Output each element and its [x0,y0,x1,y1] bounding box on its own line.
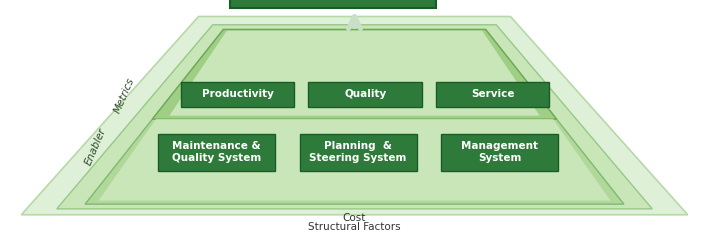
FancyBboxPatch shape [230,0,436,8]
Text: Metrics: Metrics [112,76,136,115]
Text: Productivity: Productivity [201,89,274,99]
Text: Structural Factors: Structural Factors [308,222,401,232]
Polygon shape [21,17,688,215]
Polygon shape [85,30,624,204]
FancyBboxPatch shape [436,82,549,107]
Text: Service: Service [471,89,515,99]
Text: Maintenance &
Quality System: Maintenance & Quality System [172,141,261,163]
FancyBboxPatch shape [299,134,417,170]
Text: Cost: Cost [343,213,366,223]
Text: Quality: Quality [344,89,386,99]
Text: Management
System: Management System [462,141,538,163]
FancyBboxPatch shape [308,82,422,107]
Text: Overall Quality Control  Lab
Performance: Overall Quality Control Lab Performance [252,0,415,2]
FancyBboxPatch shape [181,82,294,107]
Polygon shape [57,25,652,209]
Polygon shape [169,31,540,116]
Polygon shape [152,30,557,119]
Text: Planning  &
Steering System: Planning & Steering System [309,141,407,163]
Text: Enabler: Enabler [84,126,108,167]
FancyBboxPatch shape [157,134,274,170]
FancyBboxPatch shape [441,134,559,170]
Polygon shape [99,119,610,201]
